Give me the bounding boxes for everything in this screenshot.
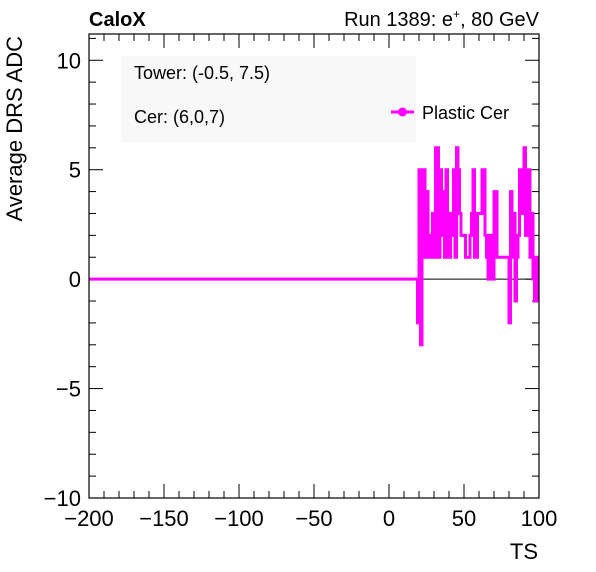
y-tick-label: 10	[57, 48, 81, 73]
y-axis-label: Average DRS ADC	[2, 36, 27, 222]
y-tick-label: 5	[69, 158, 81, 183]
x-tick-label: 50	[452, 506, 476, 531]
legend-label-plastic-cer: Plastic Cer	[422, 103, 509, 123]
x-tick-label: −100	[214, 506, 264, 531]
chart-title-right: Run 1389: e+, 80 GeV	[344, 7, 540, 31]
x-tick-label: 100	[521, 506, 558, 531]
annotation-box	[121, 56, 416, 142]
annotation-cer: Cer: (6,0,7)	[134, 107, 225, 127]
series-line-plastic-cer	[89, 146, 539, 347]
x-tick-label: 0	[383, 506, 395, 531]
plot-frame	[88, 33, 540, 499]
legend: Plastic Cer	[391, 103, 509, 123]
chart-title-left: CaloX	[89, 9, 146, 31]
x-tick-label: −150	[139, 506, 189, 531]
y-tick-label: 0	[69, 267, 81, 292]
x-tick-label: −50	[295, 506, 332, 531]
tick-marks	[88, 34, 540, 499]
annotation-tower: Tower: (-0.5, 7.5)	[134, 63, 270, 83]
legend-marker-plastic-cer	[398, 107, 407, 117]
y-tick-label: −5	[56, 377, 81, 402]
y-tick-label: −10	[44, 486, 81, 511]
x-axis-label: TS	[510, 539, 538, 564]
x-tick-label: −200	[64, 506, 114, 531]
